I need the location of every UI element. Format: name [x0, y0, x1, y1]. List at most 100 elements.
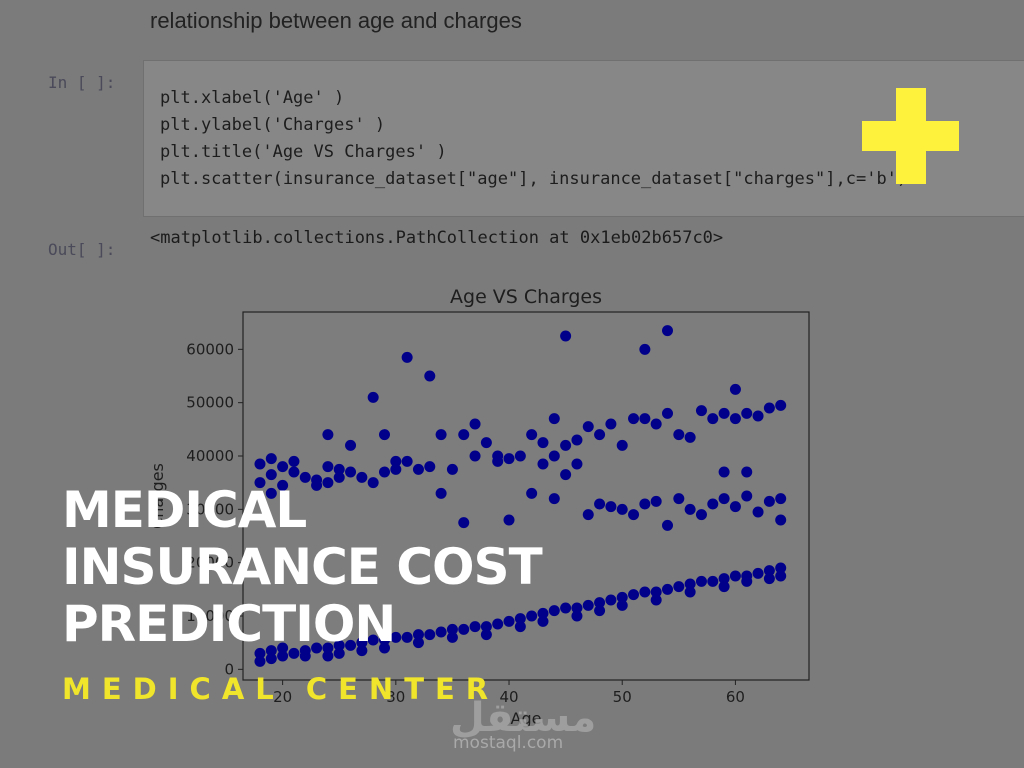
- data-point: [616, 503, 628, 515]
- data-point: [718, 466, 730, 478]
- data-point: [469, 450, 481, 462]
- data-point: [582, 421, 594, 433]
- data-point: [707, 575, 719, 587]
- data-point: [514, 613, 526, 625]
- data-point: [288, 466, 300, 478]
- data-point: [775, 514, 787, 526]
- data-point: [526, 429, 538, 441]
- data-point: [322, 429, 334, 441]
- data-point: [446, 623, 458, 635]
- data-point: [254, 655, 266, 667]
- data-point: [548, 605, 560, 617]
- code-line-4: plt.scatter(insurance_dataset["age"], in…: [160, 169, 908, 189]
- data-point: [650, 594, 662, 606]
- x-tick-label: 60: [726, 688, 745, 706]
- code-line-2: plt.ylabel('Charges' ): [160, 115, 386, 135]
- data-point: [763, 573, 775, 585]
- data-point: [333, 471, 345, 483]
- x-tick-label: 50: [613, 688, 632, 706]
- data-point: [379, 429, 390, 441]
- y-axis-label: Charges: [148, 463, 167, 529]
- x-tick-label: 20: [273, 688, 292, 706]
- data-point: [741, 407, 753, 419]
- data-point: [662, 583, 673, 595]
- data-point: [548, 493, 560, 505]
- data-point: [582, 509, 594, 521]
- data-point: [254, 647, 266, 659]
- y-tick-label: 30000: [186, 500, 234, 518]
- data-point: [288, 455, 300, 467]
- y-tick-label: 40000: [186, 447, 234, 465]
- data-point: [582, 599, 594, 611]
- data-point: [548, 413, 560, 425]
- data-point: [729, 413, 741, 425]
- data-point: [412, 629, 424, 641]
- data-point: [560, 469, 572, 481]
- data-point: [379, 634, 390, 646]
- data-point: [752, 567, 764, 579]
- code-text[interactable]: plt.xlabel('Age' ) plt.ylabel('Charges' …: [160, 85, 907, 193]
- data-point: [322, 461, 334, 473]
- data-point: [435, 487, 447, 499]
- data-point: [775, 399, 787, 411]
- data-point: [265, 453, 277, 465]
- data-point: [458, 517, 470, 529]
- data-point: [265, 645, 277, 657]
- data-point: [707, 498, 719, 510]
- data-point: [639, 586, 651, 598]
- data-point: [537, 615, 549, 627]
- data-point: [684, 586, 696, 598]
- data-point: [775, 493, 787, 505]
- data-point: [639, 498, 651, 510]
- data-point: [412, 637, 424, 649]
- data-point: [616, 599, 628, 611]
- markdown-heading: relationship between age and charges: [150, 8, 522, 33]
- data-point: [695, 509, 707, 521]
- data-point: [560, 602, 572, 614]
- data-point: [763, 495, 775, 507]
- data-point: [277, 650, 289, 662]
- y-tick-label: 10000: [186, 607, 234, 625]
- data-point: [594, 597, 606, 609]
- data-point: [379, 642, 390, 654]
- data-point: [424, 461, 436, 473]
- data-point: [503, 615, 515, 627]
- data-point: [718, 493, 730, 505]
- overlay-title: MEDICAL INSURANCE COST PREDICTION: [62, 481, 543, 653]
- plus-icon: [862, 88, 959, 184]
- data-point: [729, 383, 741, 395]
- data-point: [379, 466, 390, 478]
- data-point: [514, 450, 526, 462]
- data-point: [763, 402, 775, 414]
- data-point: [480, 437, 492, 449]
- data-point: [503, 453, 515, 465]
- data-point: [367, 634, 379, 646]
- data-point: [741, 490, 753, 502]
- data-point: [412, 463, 424, 475]
- data-point: [605, 501, 617, 513]
- data-point: [684, 503, 696, 515]
- data-point: [628, 413, 640, 425]
- data-point: [480, 629, 492, 641]
- code-line-3: plt.title('Age VS Charges' ): [160, 142, 447, 162]
- data-point: [356, 471, 368, 483]
- data-point: [333, 463, 345, 475]
- data-point: [628, 509, 640, 521]
- data-point: [345, 439, 357, 451]
- data-point: [311, 642, 323, 654]
- data-point: [594, 498, 606, 510]
- data-point: [662, 325, 673, 337]
- overlay-title-line-3: PREDICTION: [62, 595, 396, 653]
- data-point: [345, 466, 357, 478]
- watermark-url: mostaql.com: [453, 733, 564, 753]
- data-point: [288, 647, 300, 659]
- data-point: [424, 629, 436, 641]
- data-point: [299, 471, 311, 483]
- data-point: [571, 458, 583, 470]
- overlay-title-line-1: MEDICAL: [62, 481, 307, 539]
- data-point: [650, 586, 662, 598]
- watermark-logo: مستقل: [450, 695, 597, 741]
- data-point: [526, 610, 538, 622]
- data-point: [718, 573, 730, 585]
- data-point: [775, 562, 787, 574]
